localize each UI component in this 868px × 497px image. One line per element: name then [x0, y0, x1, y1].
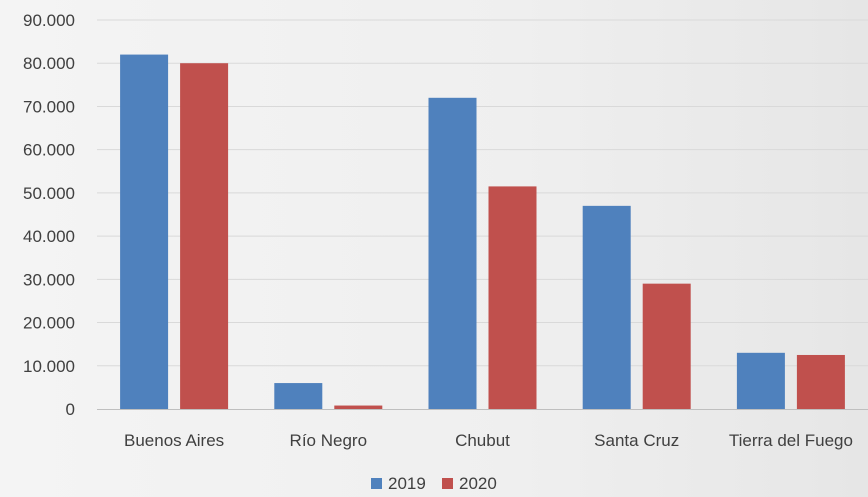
bar-2020-tierra-del-fuego — [796, 354, 845, 409]
x-category-label: Tierra del Fuego — [729, 431, 853, 450]
legend-label: 2020 — [459, 474, 497, 493]
y-tick-label: 10.000 — [23, 357, 75, 376]
legend-label: 2019 — [388, 474, 426, 493]
bar-2019-buenos-aires — [120, 54, 169, 409]
y-tick-label: 60.000 — [23, 141, 75, 160]
legend-swatch-2020 — [442, 478, 453, 489]
legend-swatch-2019 — [371, 478, 382, 489]
bars — [120, 54, 845, 410]
bar-2020-río-negro — [334, 405, 383, 409]
bar-2020-buenos-aires — [180, 63, 229, 409]
y-axis-tick-labels: 0 10.000 20.000 30.000 40.000 50.000 60.000 70.… — [23, 11, 75, 419]
legend: 2019 2020 — [371, 474, 497, 493]
y-tick-label: 80.000 — [23, 54, 75, 73]
x-category-label: Santa Cruz — [594, 431, 679, 450]
x-category-label: Buenos Aires — [124, 431, 224, 450]
x-category-label: Chubut — [455, 431, 510, 450]
y-tick-label: 40.000 — [23, 227, 75, 246]
bar-2019-río-negro — [274, 383, 323, 409]
bar-2020-chubut — [488, 186, 537, 409]
y-tick-label: 90.000 — [23, 11, 75, 30]
x-axis-category-labels: Buenos Aires Río Negro Chubut Santa Cruz Tie… — [124, 431, 853, 450]
bar-2019-tierra-del-fuego — [736, 352, 785, 409]
x-category-label: Río Negro — [290, 431, 367, 450]
y-tick-label: 70.000 — [23, 97, 75, 116]
bar-2019-santa-cruz — [582, 205, 631, 409]
y-tick-label: 30.000 — [23, 270, 75, 289]
y-tick-label: 20.000 — [23, 314, 75, 333]
y-tick-label: 0 — [66, 400, 75, 419]
bar-2019-chubut — [428, 97, 477, 410]
y-tick-label: 50.000 — [23, 184, 75, 203]
bar-2020-santa-cruz — [642, 283, 691, 409]
